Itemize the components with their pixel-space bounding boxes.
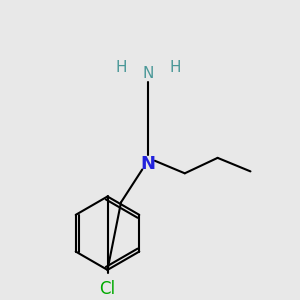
Text: Cl: Cl — [99, 280, 116, 298]
Text: H: H — [115, 60, 127, 75]
Text: N: N — [142, 66, 154, 81]
Text: H: H — [169, 60, 181, 75]
Text: N: N — [141, 155, 156, 173]
